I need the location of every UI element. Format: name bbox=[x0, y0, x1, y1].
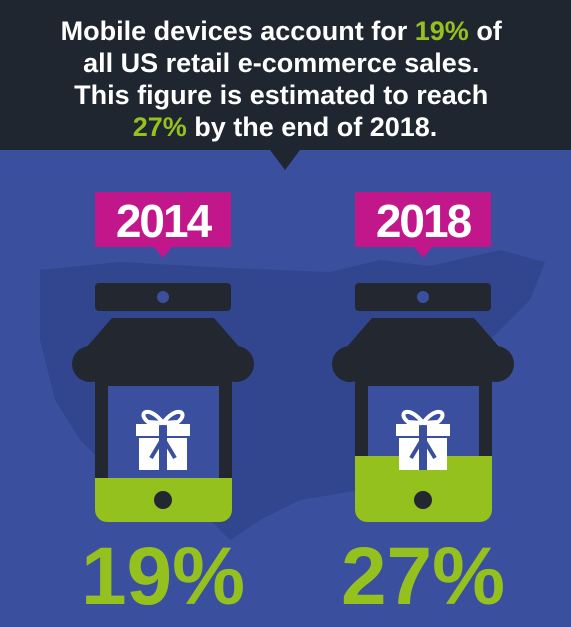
year-label: 2018 bbox=[376, 195, 472, 247]
percent-label: 19% bbox=[81, 531, 245, 622]
text: Mobile devices account for bbox=[61, 16, 415, 46]
text: by the end of 2018. bbox=[187, 112, 438, 142]
header-band bbox=[0, 0, 571, 170]
panel: 2018 27% bbox=[332, 192, 514, 622]
year-label: 2014 bbox=[116, 195, 213, 247]
panel: 2014 19% bbox=[72, 192, 254, 622]
header-text: Mobile devices account for 19% of all US… bbox=[61, 16, 510, 142]
text: of bbox=[469, 16, 503, 46]
highlight: 19% bbox=[415, 16, 469, 46]
gift-icon bbox=[134, 409, 192, 472]
highlight: 27% bbox=[133, 112, 187, 142]
text: all US retail e-commerce sales. bbox=[83, 48, 479, 78]
gift-icon bbox=[394, 409, 452, 472]
year-box bbox=[95, 192, 231, 247]
year-box bbox=[355, 192, 491, 247]
text: This figure is estimated to reach bbox=[74, 80, 488, 110]
percent-label: 27% bbox=[341, 531, 505, 622]
